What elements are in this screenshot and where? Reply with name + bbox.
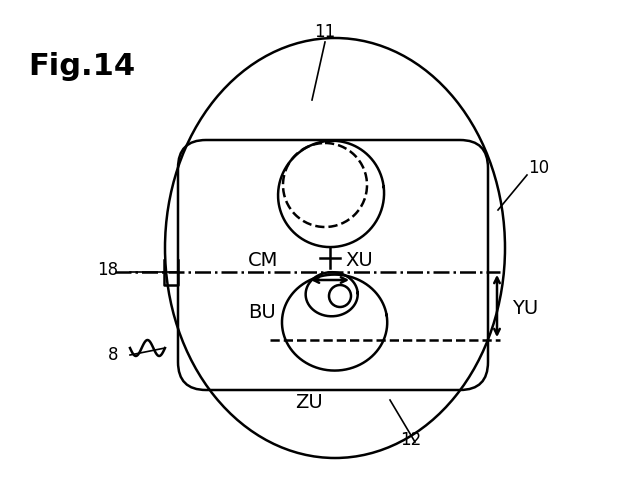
Text: BU: BU (248, 303, 276, 321)
Text: CM: CM (248, 251, 279, 270)
Text: 18: 18 (97, 261, 118, 279)
Text: 10: 10 (528, 159, 549, 177)
Text: 11: 11 (314, 23, 336, 41)
Text: ZU: ZU (295, 394, 323, 412)
Text: YU: YU (512, 298, 538, 318)
Text: 8: 8 (108, 346, 118, 364)
Text: XU: XU (345, 251, 373, 270)
Text: 12: 12 (400, 431, 421, 449)
Text: Fig.14: Fig.14 (28, 52, 135, 81)
